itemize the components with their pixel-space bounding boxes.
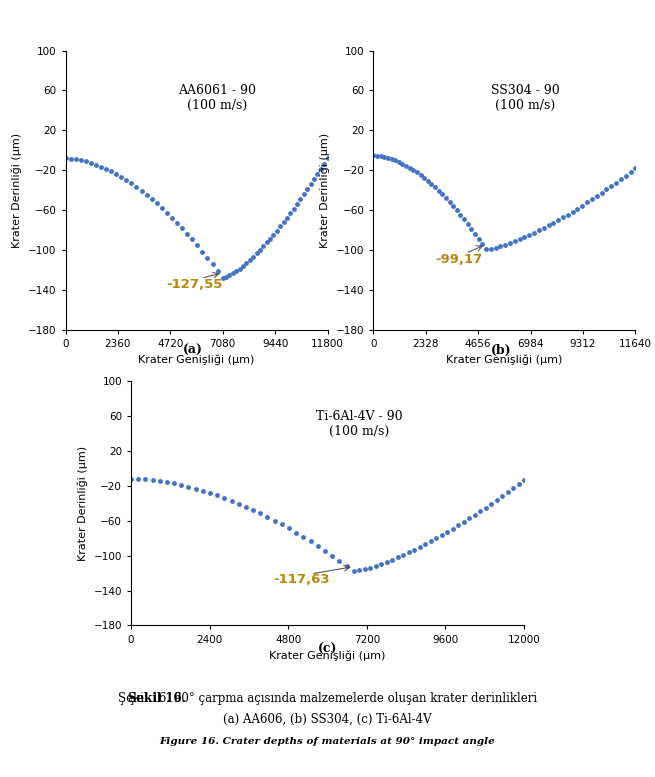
Text: (c): (c) <box>318 643 337 656</box>
Text: SS304 - 90
(100 m/s): SS304 - 90 (100 m/s) <box>491 84 559 112</box>
Text: Şekil 16. 90° çarpma açısında malzemelerde oluşan krater derinlikleri: Şekil 16. 90° çarpma açısında malzemeler… <box>118 692 537 705</box>
Text: (a) AA606, (b) SS304, (c) Ti-6Al-4V: (a) AA606, (b) SS304, (c) Ti-6Al-4V <box>223 713 432 726</box>
Y-axis label: Krater Derinliği (µm): Krater Derinliği (µm) <box>12 133 22 248</box>
Text: -99,17: -99,17 <box>436 253 483 267</box>
X-axis label: Krater Genişliği (µm): Krater Genişliği (µm) <box>446 355 563 365</box>
Y-axis label: Krater Derinliği (µm): Krater Derinliği (µm) <box>77 445 88 561</box>
Text: -127,55: -127,55 <box>166 278 223 291</box>
Text: Ti-6Al-4V - 90
(100 m/s): Ti-6Al-4V - 90 (100 m/s) <box>316 410 402 438</box>
Text: Figure 16. Crater depths of materials at 90° impact angle: Figure 16. Crater depths of materials at… <box>160 737 495 746</box>
Text: AA6061 - 90
(100 m/s): AA6061 - 90 (100 m/s) <box>178 84 257 112</box>
Text: Şekil 16.: Şekil 16. <box>128 692 185 705</box>
Y-axis label: Krater Derinliği (µm): Krater Derinliği (µm) <box>320 133 330 248</box>
X-axis label: Krater Genişliği (µm): Krater Genişliği (µm) <box>138 355 255 365</box>
X-axis label: Krater Genişliği (µm): Krater Genişliği (µm) <box>269 650 386 660</box>
Text: (a): (a) <box>183 343 203 357</box>
Text: (b): (b) <box>491 343 512 357</box>
Text: -117,63: -117,63 <box>273 573 329 586</box>
